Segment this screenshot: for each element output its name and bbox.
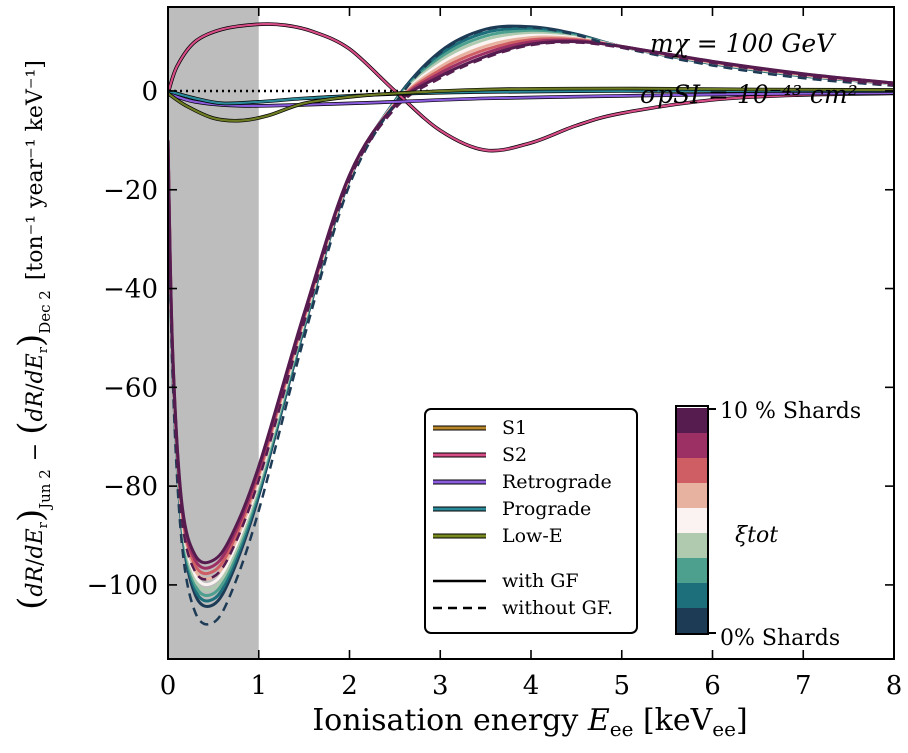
x-tick-label: 7 — [795, 671, 812, 701]
xsec-annotation: σpSI = 10⁻⁴³ cm² — [640, 80, 858, 109]
x-tick-label: 5 — [613, 671, 630, 701]
x-tick-label: 4 — [523, 671, 540, 701]
x-tick-label: 6 — [704, 671, 721, 701]
y-tick-label: −20 — [103, 176, 158, 206]
x-tick-label: 3 — [432, 671, 449, 701]
colorbar-block — [677, 408, 707, 434]
colorbar: 10 % Shards 0% Shards ξtot — [675, 399, 861, 651]
colorbar-block — [677, 558, 707, 584]
y-axis-title: (dR/dEr)Jun 2−(dR/dEr)Dec 2[ton⁻¹ year⁻¹… — [11, 60, 54, 610]
y-tick-label: 0 — [141, 77, 158, 107]
legend-label: S1 — [502, 417, 527, 439]
y-tick-label: −100 — [87, 571, 158, 601]
colorbar-title: ξtot — [735, 523, 778, 548]
xi-family-line — [168, 39, 894, 565]
colorbar-frame — [675, 405, 709, 635]
x-tick-label: 1 — [250, 671, 267, 701]
colorbar-bottom-label: 0% Shards — [720, 626, 840, 651]
x-tick-label: 0 — [160, 671, 177, 701]
y-tick-label: −80 — [103, 472, 158, 502]
legend-label: S2 — [502, 444, 527, 466]
legend-label: without GF. — [502, 597, 613, 619]
legend-label: Retrograde — [502, 471, 612, 493]
legend-label: with GF — [502, 570, 579, 592]
legend-label: Low-E — [502, 525, 563, 547]
colorbar-block — [677, 458, 707, 484]
x-tick-label: 2 — [341, 671, 358, 701]
legend-label: Prograde — [502, 498, 591, 520]
series-line-lowe — [168, 87, 894, 122]
series-layer — [168, 22, 894, 626]
x-axis-title: Ionisation energy Eee [keVee] — [312, 703, 747, 741]
svg-text:(dR/dEr)Jun 2−(dR/dEr)Dec 2[to: (dR/dEr)Jun 2−(dR/dEr)Dec 2[ton⁻¹ year⁻¹… — [11, 60, 54, 610]
y-tick-label: −60 — [103, 373, 158, 403]
colorbar-top-label: 10 % Shards — [720, 399, 861, 424]
mass-annotation: mχ = 100 GeV — [650, 29, 837, 58]
x-tick-label: 8 — [886, 671, 903, 701]
colorbar-block — [677, 583, 707, 609]
colorbar-block — [677, 433, 707, 459]
legend-box — [424, 408, 638, 634]
colorbar-block — [677, 508, 707, 534]
x-ticks: 0 1 2 3 4 5 6 7 8 — [160, 7, 903, 701]
y-ticks: 0 −20 −40 −60 −80 −100 — [87, 77, 894, 601]
legend: S1 S2 Retrograde Prograde Low-E with GF withou… — [424, 408, 638, 634]
y-tick-label: −40 — [103, 275, 158, 305]
colorbar-block — [677, 608, 707, 634]
colorbar-block — [677, 483, 707, 509]
colorbar-block — [677, 533, 707, 559]
series-line-noGF — [168, 41, 894, 581]
